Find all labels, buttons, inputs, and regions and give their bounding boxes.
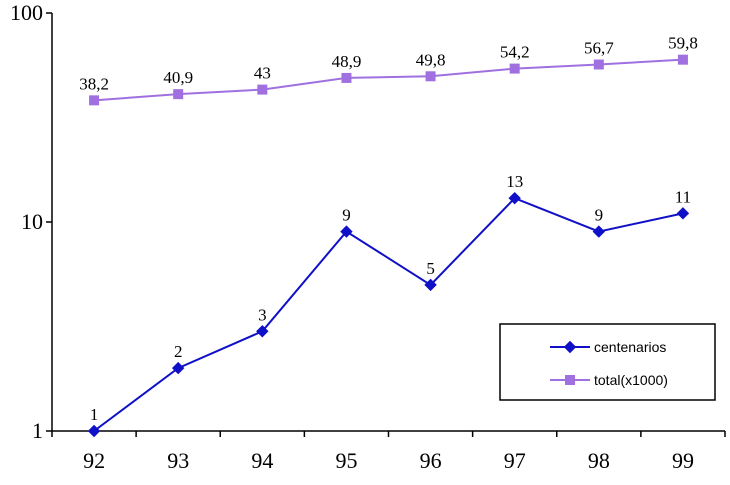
data-label: 2	[174, 342, 183, 361]
data-label: 5	[426, 259, 435, 278]
data-label: 9	[342, 206, 351, 225]
legend: centenarios total(x1000)	[499, 323, 716, 401]
data-label: 1	[90, 405, 99, 424]
data-point	[592, 225, 606, 238]
data-point	[341, 72, 352, 83]
data-point	[425, 71, 436, 82]
x-tick-label: 95	[335, 448, 357, 473]
series-line	[93, 197, 684, 432]
data-label: 48,9	[332, 52, 362, 71]
data-label: 3	[258, 305, 267, 324]
x-tick-label: 98	[588, 448, 610, 473]
data-point	[340, 225, 353, 238]
series-1: 38,2 40,9 43 48,9 49,8 54,2 56,7 59,8	[79, 34, 698, 106]
data-point	[676, 207, 690, 220]
series-line	[93, 58, 683, 102]
data-point	[509, 63, 520, 74]
y-tick-label: 10	[21, 209, 43, 234]
data-label: 43	[254, 64, 271, 83]
legend-box	[499, 323, 716, 401]
data-label: 54,2	[500, 43, 530, 62]
x-tick-label: 92	[83, 448, 105, 473]
data-label: 59,8	[668, 34, 698, 53]
x-tick-label: 96	[420, 448, 442, 473]
data-point	[171, 361, 185, 375]
data-label: 13	[506, 172, 523, 191]
data-point	[173, 89, 184, 100]
data-label: 56,7	[584, 39, 614, 58]
legend-swatch-marker	[563, 340, 577, 354]
y-tick-label: 1	[32, 418, 43, 443]
data-label: 11	[675, 187, 691, 206]
data-label: 40,9	[163, 68, 193, 87]
legend-swatch-marker	[565, 375, 575, 385]
data-point	[508, 191, 521, 205]
data-label: 38,2	[79, 74, 109, 93]
data-point	[677, 54, 688, 65]
x-tick-label: 97	[504, 448, 526, 473]
data-point	[593, 59, 604, 70]
series-0: 1 2 3 9 5 13 9 11	[87, 172, 691, 438]
series-layer: 1 2 3 9 5 13 9 11 38,2 40,9 43 48,9 49,8 54,2 56,7 59,8	[79, 34, 698, 438]
x-tick-label: 93	[167, 448, 189, 473]
x-tick-label: 99	[672, 448, 694, 473]
data-point	[87, 424, 101, 438]
data-label: 49,8	[416, 50, 446, 69]
legend-label: centenarios	[594, 339, 666, 355]
y-tick-label: 100	[10, 0, 43, 25]
data-point	[424, 278, 437, 292]
data-point	[89, 95, 100, 106]
x-tick-label: 94	[251, 448, 273, 473]
data-label: 9	[595, 206, 604, 225]
legend-label: total(x1000)	[594, 372, 668, 388]
data-point	[256, 325, 269, 338]
data-point	[257, 84, 268, 95]
